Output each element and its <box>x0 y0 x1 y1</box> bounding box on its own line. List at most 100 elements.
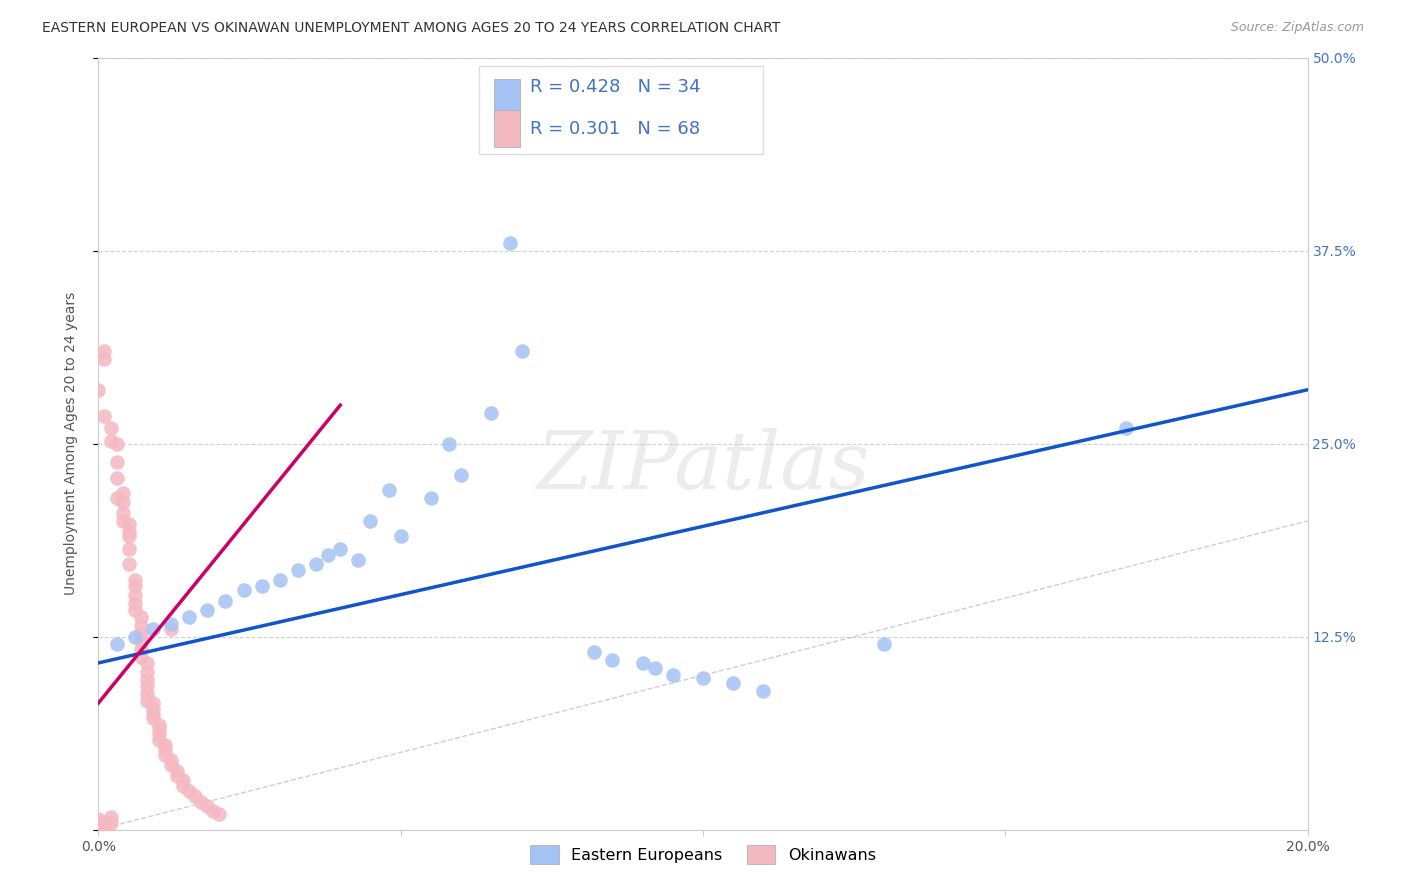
Point <box>135 673 157 687</box>
Point <box>118 541 141 556</box>
Point <box>873 637 896 651</box>
Point <box>179 609 201 624</box>
Text: ZIPatlas: ZIPatlas <box>536 428 870 506</box>
Point <box>153 738 176 752</box>
Point <box>142 711 165 725</box>
Point <box>661 668 683 682</box>
Point <box>360 514 382 528</box>
Bar <box>494 110 520 146</box>
Point <box>100 421 122 435</box>
Point <box>172 780 194 794</box>
Point <box>105 455 128 469</box>
Point <box>87 812 110 826</box>
Point <box>142 706 165 721</box>
Point <box>160 617 183 632</box>
Point <box>202 804 225 818</box>
Point <box>153 748 176 763</box>
Point <box>172 773 194 788</box>
Point <box>118 516 141 531</box>
Point <box>118 529 141 543</box>
Point <box>135 694 157 708</box>
Point <box>305 557 328 571</box>
Point <box>153 742 176 756</box>
Point <box>160 757 183 772</box>
Point <box>316 548 339 562</box>
Point <box>93 344 115 359</box>
Point <box>208 807 231 822</box>
Point <box>93 822 115 837</box>
Point <box>692 671 714 685</box>
Point <box>232 583 254 598</box>
Point <box>111 495 134 509</box>
Point <box>250 579 273 593</box>
Text: EASTERN EUROPEAN VS OKINAWAN UNEMPLOYMENT AMONG AGES 20 TO 24 YEARS CORRELATION : EASTERN EUROPEAN VS OKINAWAN UNEMPLOYMEN… <box>42 21 780 35</box>
Point <box>124 579 146 593</box>
Point <box>166 764 188 778</box>
Legend: Eastern Europeans, Okinawans: Eastern Europeans, Okinawans <box>530 845 876 864</box>
Point <box>87 818 110 832</box>
Point <box>166 768 188 782</box>
Point <box>510 344 533 359</box>
Point <box>118 524 141 539</box>
Point <box>118 557 141 571</box>
Point <box>93 351 115 366</box>
Point <box>105 436 128 450</box>
Point <box>111 506 134 520</box>
Point <box>602 653 624 667</box>
Point <box>190 795 212 809</box>
Point <box>214 594 236 608</box>
Point <box>287 563 309 577</box>
Point <box>129 609 152 624</box>
Point <box>100 816 122 830</box>
Point <box>124 630 146 644</box>
Point <box>269 573 291 587</box>
Point <box>142 622 165 636</box>
Point <box>377 483 399 497</box>
Point <box>450 467 472 482</box>
Point <box>723 676 745 690</box>
Point <box>389 529 412 543</box>
Point <box>135 687 157 701</box>
Point <box>148 727 170 741</box>
Point <box>111 486 134 500</box>
Point <box>135 665 157 680</box>
Point <box>135 656 157 670</box>
Point <box>93 820 115 834</box>
FancyBboxPatch shape <box>479 66 763 154</box>
Point <box>347 552 370 566</box>
Point <box>129 649 152 664</box>
Point <box>124 573 146 587</box>
Point <box>105 491 128 505</box>
Point <box>105 637 128 651</box>
Point <box>129 634 152 648</box>
Point <box>135 679 157 693</box>
Point <box>105 471 128 485</box>
Point <box>195 799 218 814</box>
Point <box>160 753 183 767</box>
Point <box>124 603 146 617</box>
Point <box>437 436 460 450</box>
Point <box>1115 421 1137 435</box>
Text: Source: ZipAtlas.com: Source: ZipAtlas.com <box>1230 21 1364 34</box>
Point <box>184 789 207 803</box>
Point <box>87 383 110 397</box>
Bar <box>494 78 520 116</box>
Text: R = 0.428   N = 34: R = 0.428 N = 34 <box>530 78 700 96</box>
Point <box>195 603 218 617</box>
Point <box>179 784 201 798</box>
Point <box>148 723 170 737</box>
Point <box>87 822 110 837</box>
Point <box>481 406 503 420</box>
Point <box>129 642 152 657</box>
Point <box>148 717 170 731</box>
Point <box>644 660 666 674</box>
Point <box>142 696 165 710</box>
Point <box>93 814 115 829</box>
Point <box>100 810 122 824</box>
Point <box>148 733 170 747</box>
Point <box>93 409 115 423</box>
Point <box>142 702 165 716</box>
Point <box>329 541 352 556</box>
Point <box>129 619 152 633</box>
Point <box>631 656 654 670</box>
